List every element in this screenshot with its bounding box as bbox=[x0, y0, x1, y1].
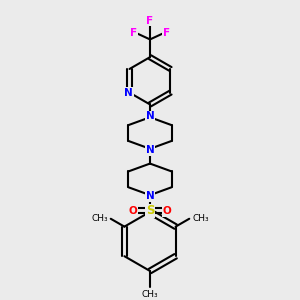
Text: N: N bbox=[146, 191, 154, 201]
Text: F: F bbox=[163, 28, 170, 38]
Text: F: F bbox=[130, 28, 137, 38]
Text: CH₃: CH₃ bbox=[91, 214, 108, 223]
Text: CH₃: CH₃ bbox=[142, 290, 158, 299]
Text: N: N bbox=[146, 145, 154, 155]
Text: O: O bbox=[162, 206, 171, 216]
Text: O: O bbox=[129, 206, 138, 216]
Text: S: S bbox=[146, 204, 154, 218]
Text: N: N bbox=[124, 88, 133, 98]
Text: F: F bbox=[146, 16, 154, 26]
Text: CH₃: CH₃ bbox=[192, 214, 209, 223]
Text: N: N bbox=[146, 111, 154, 121]
